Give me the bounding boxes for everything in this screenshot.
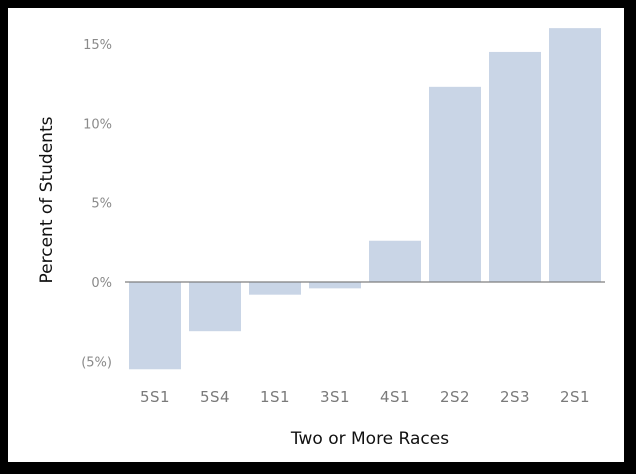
- bars: [129, 28, 601, 370]
- bar-3S1: [309, 282, 361, 289]
- x-tick-labels: 5S1 5S4 1S1 3S1 4S1 2S2 2S3 2S1: [140, 388, 590, 406]
- y-tick-labels: (5%) 0% 5% 10% 15%: [81, 38, 112, 370]
- x-axis-title: Two or More Races: [290, 429, 449, 449]
- x-tick-label: 1S1: [260, 388, 290, 406]
- y-tick-label: 10%: [83, 117, 112, 132]
- y-tick-label: 5%: [91, 197, 112, 212]
- bar-chart: (5%)0%5%10%15% 5S1 5S4 1S1 3S1 4S1 2S2 2S3 2S1 …: [37, 28, 605, 449]
- x-tick-label: 4S1: [380, 388, 410, 406]
- bar-5S4: [189, 282, 241, 332]
- x-tick-label: 3S1: [320, 388, 350, 406]
- bar-4S1: [369, 240, 421, 282]
- bar-2S2: [429, 86, 481, 282]
- bar-1S1: [249, 282, 301, 295]
- y-tick-label: (5%): [81, 355, 112, 370]
- bar-5S1: [129, 282, 181, 370]
- x-tick-label: 5S1: [140, 388, 170, 406]
- x-tick-label: 5S4: [200, 388, 230, 406]
- x-tick-label: 2S3: [500, 388, 530, 406]
- x-tick-label: 2S2: [440, 388, 470, 406]
- y-tick-label: 15%: [83, 38, 112, 53]
- x-tick-label: 2S1: [560, 388, 590, 406]
- bar-2S1: [549, 28, 601, 283]
- bar-2S3: [489, 51, 541, 282]
- y-axis-title: Percent of Students: [37, 116, 57, 283]
- y-tick-label: 0%: [91, 276, 112, 291]
- chart-frame: (5%) 0% 5% 10% 15% 5S1 5S4 1S1 3S1 4S1 2S2 2S3 2S1 …: [8, 8, 624, 462]
